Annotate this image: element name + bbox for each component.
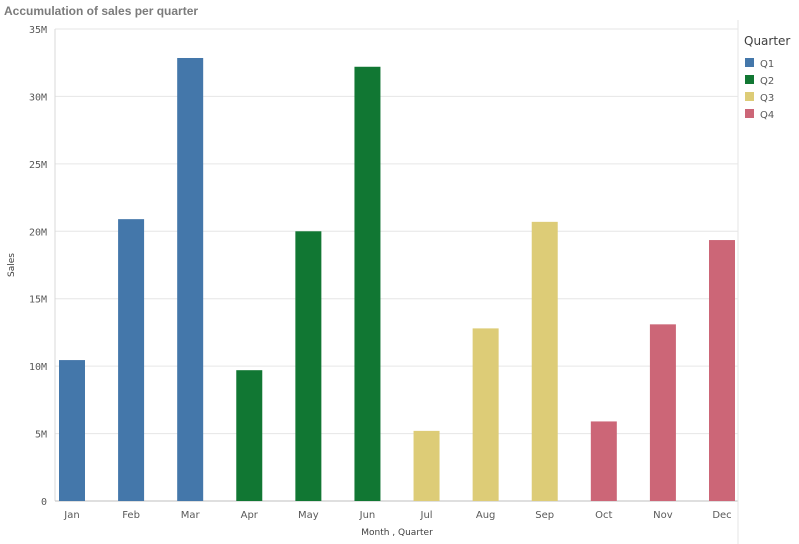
x-tick-label: Sep — [535, 510, 554, 521]
x-tick-label: Aug — [476, 510, 496, 521]
legend-title: Quarter — [744, 34, 790, 48]
chart-title: Accumulation of sales per quarter — [4, 4, 199, 18]
bar-feb — [118, 219, 145, 502]
legend-label-q3: Q3 — [760, 93, 774, 104]
x-tick-label: Feb — [122, 510, 140, 521]
y-axis-title: Sales — [7, 253, 17, 277]
bar-sep — [531, 221, 558, 502]
x-tick-label: May — [298, 510, 319, 521]
x-tick-label: Jun — [359, 510, 376, 521]
bar-oct — [590, 421, 617, 501]
legend-label-q2: Q2 — [760, 76, 774, 87]
y-tick-label: 10M — [29, 362, 47, 373]
bar-apr — [236, 370, 263, 501]
y-tick-label: 20M — [29, 227, 47, 238]
bar-jun — [354, 66, 381, 501]
bar-dec — [709, 240, 735, 501]
y-tick-label: 35M — [29, 25, 47, 36]
legend-swatch-q4 — [745, 109, 754, 118]
legend-swatch-q1 — [745, 58, 754, 67]
x-axis-title: Month , Quarter — [361, 528, 433, 538]
bar-may — [295, 231, 322, 502]
legend-label-q1: Q1 — [760, 59, 774, 70]
x-tick-label: Jan — [63, 510, 79, 521]
x-tick-label: Oct — [595, 510, 612, 521]
x-tick-label: Mar — [181, 510, 201, 521]
y-tick-label: 30M — [29, 92, 47, 103]
legend-label-q4: Q4 — [760, 110, 774, 121]
y-tick-label: 0 — [41, 497, 47, 508]
bar-mar — [177, 57, 204, 501]
y-tick-label: 25M — [29, 160, 47, 171]
legend-swatch-q3 — [745, 92, 754, 101]
x-tick-label: Jul — [420, 510, 433, 521]
bar-jul — [413, 430, 440, 501]
bar-aug — [472, 328, 499, 501]
x-tick-label: Apr — [241, 510, 259, 521]
x-tick-label: Nov — [653, 510, 673, 521]
bar-nov — [649, 324, 676, 501]
y-tick-label: 5M — [35, 430, 47, 441]
y-tick-label: 15M — [29, 295, 47, 306]
x-tick-label: Dec — [712, 510, 731, 521]
bar-jan — [59, 360, 85, 501]
legend-swatch-q2 — [745, 75, 754, 84]
